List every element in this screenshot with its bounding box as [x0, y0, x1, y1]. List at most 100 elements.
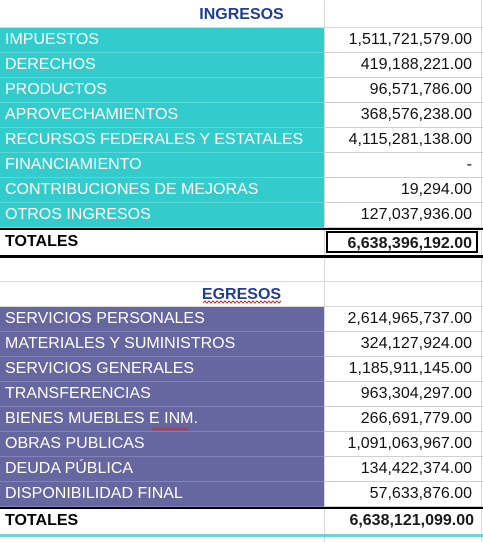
- row-divider: [324, 102, 483, 103]
- egresos-row: TRANSFERENCIAS 963,304,297.00: [0, 382, 483, 407]
- row-divider: [324, 52, 483, 53]
- row-divider: [324, 331, 483, 332]
- egresos-row-label: BIENES MUEBLES E INM.: [0, 407, 324, 431]
- ingresos-row: FINANCIAMIENTO -: [0, 153, 483, 178]
- ingresos-row: DERECHOS 419,188,221.00: [0, 53, 483, 78]
- ingresos-row: PRODUCTOS 96,571,786.00: [0, 78, 483, 103]
- egresos-row: SERVICIOS GENERALES 1,185,911,145.00: [0, 357, 483, 382]
- ingresos-row-label: IMPUESTOS: [0, 28, 324, 52]
- total-top-border: [0, 507, 483, 509]
- row-divider: [324, 202, 483, 203]
- egresos-row: SERVICIOS PERSONALES 2,614,965,737.00: [0, 307, 483, 332]
- row-divider: [324, 127, 483, 128]
- egresos-row-value: 266,691,779.00: [360, 410, 472, 427]
- total-top-border: [0, 228, 483, 230]
- ingresos-row-label: CONTRIBUCIONES DE MEJORAS: [0, 178, 324, 202]
- row-divider: [0, 177, 324, 178]
- row-divider: [0, 356, 324, 357]
- bottom-teal-border: [0, 534, 483, 537]
- ingresos-row-value: 4,115,281,138.00: [348, 131, 472, 148]
- row-divider: [324, 356, 483, 357]
- egresos-total-row: TOTALES 6,638,121,099.00: [0, 509, 483, 534]
- ingresos-row-label: RECURSOS FEDERALES Y ESTATALES: [0, 128, 324, 152]
- egresos-row-label: SERVICIOS GENERALES: [0, 357, 324, 381]
- egresos-row: MATERIALES Y SUMINISTROS 324,127,924.00: [0, 332, 483, 357]
- ingresos-total-value[interactable]: 6,638,396,192.00: [326, 231, 478, 253]
- row-divider: [324, 431, 483, 432]
- ingresos-row: APROVECHAMIENTOS 368,576,238.00: [0, 103, 483, 128]
- row-divider: [324, 227, 483, 228]
- row-divider: [0, 152, 324, 153]
- row-divider: [324, 406, 483, 407]
- ingresos-header: INGRESOS: [0, 2, 483, 28]
- ingresos-row-value: 419,188,221.00: [360, 56, 472, 73]
- ingresos-row-label: FINANCIAMIENTO: [0, 153, 324, 177]
- ingresos-row: OTROS INGRESOS 127,037,936.00: [0, 203, 483, 228]
- egresos-row: BIENES MUEBLES E INM. 266,691,779.00: [0, 407, 483, 432]
- egresos-row-label: DEUDA PÚBLICA: [0, 457, 324, 481]
- row-divider: [0, 456, 324, 457]
- ingresos-total-label: TOTALES: [5, 233, 79, 250]
- row-divider: [324, 506, 483, 507]
- row-divider: [324, 381, 483, 382]
- gridline-column-b: [324, 0, 325, 542]
- egresos-row: OBRAS PUBLICAS 1,091,063,967.00: [0, 432, 483, 457]
- egresos-row-label: MATERIALES Y SUMINISTROS: [0, 332, 324, 356]
- gridline-column-c: [481, 0, 482, 542]
- row-divider: [324, 177, 483, 178]
- row-divider: [0, 281, 483, 282]
- egresos-row-label: TRANSFERENCIAS: [0, 382, 324, 406]
- ingresos-row-label: PRODUCTOS: [0, 78, 324, 102]
- row-divider: [0, 506, 324, 507]
- egresos-row: DEUDA PÚBLICA 134,422,374.00: [0, 457, 483, 482]
- ingresos-row-label: OTROS INGRESOS: [0, 203, 324, 227]
- row-divider: [0, 52, 324, 53]
- row-divider: [0, 331, 324, 332]
- ingresos-title: INGRESOS: [199, 6, 284, 23]
- row-divider: [324, 152, 483, 153]
- row-divider: [0, 227, 324, 228]
- total-bottom-border: [0, 255, 483, 258]
- ingresos-row-value: 1,511,721,579.00: [348, 31, 472, 48]
- ingresos-row-value: 368,576,238.00: [360, 106, 472, 123]
- ingresos-row-value: 127,037,936.00: [360, 206, 472, 223]
- row-divider: [0, 77, 324, 78]
- ingresos-row: RECURSOS FEDERALES Y ESTATALES 4,115,281,…: [0, 128, 483, 153]
- egresos-row: DISPONIBILIDAD FINAL 57,633,876.00: [0, 482, 483, 507]
- egresos-row-value: 1,091,063,967.00: [347, 435, 472, 452]
- spellcheck-underline: [203, 300, 281, 304]
- egresos-total-value[interactable]: 6,638,121,099.00: [349, 512, 474, 529]
- ingresos-row: CONTRIBUCIONES DE MEJORAS 19,294.00: [0, 178, 483, 203]
- ingresos-row-label: DERECHOS: [0, 53, 324, 77]
- row-divider: [0, 127, 324, 128]
- egresos-header: EGRESOS: [0, 282, 483, 308]
- egresos-row-value: 2,614,965,737.00: [347, 310, 472, 327]
- egresos-row-value: 324,127,924.00: [360, 335, 472, 352]
- egresos-total-label: TOTALES: [5, 512, 79, 529]
- row-divider: [0, 431, 324, 432]
- ingresos-row-label: APROVECHAMIENTOS: [0, 103, 324, 127]
- ingresos-row-value: 19,294.00: [400, 181, 472, 198]
- row-divider: [0, 381, 324, 382]
- row-divider: [324, 481, 483, 482]
- row-divider: [0, 27, 483, 28]
- ingresos-row-value: 96,571,786.00: [369, 81, 472, 98]
- egresos-row-value: 134,422,374.00: [360, 460, 472, 477]
- row-divider: [0, 202, 324, 203]
- spellcheck-underline: [152, 427, 188, 431]
- row-divider: [0, 306, 483, 307]
- row-divider: [0, 406, 324, 407]
- egresos-row-label: SERVICIOS PERSONALES: [0, 307, 324, 331]
- ingresos-total-row: TOTALES 6,638,396,192.00: [0, 230, 483, 255]
- ingresos-row: IMPUESTOS 1,511,721,579.00: [0, 28, 483, 53]
- egresos-title: EGRESOS: [201, 286, 282, 303]
- ingresos-row-value: -: [466, 156, 472, 173]
- egresos-row-label: DISPONIBILIDAD FINAL: [0, 482, 324, 506]
- egresos-row-value: 963,304,297.00: [360, 385, 472, 402]
- row-divider: [0, 481, 324, 482]
- egresos-row-value: 1,185,911,145.00: [348, 360, 472, 377]
- row-divider: [324, 77, 483, 78]
- egresos-row-label: OBRAS PUBLICAS: [0, 432, 324, 456]
- egresos-row-value: 57,633,876.00: [369, 485, 472, 502]
- row-divider: [324, 456, 483, 457]
